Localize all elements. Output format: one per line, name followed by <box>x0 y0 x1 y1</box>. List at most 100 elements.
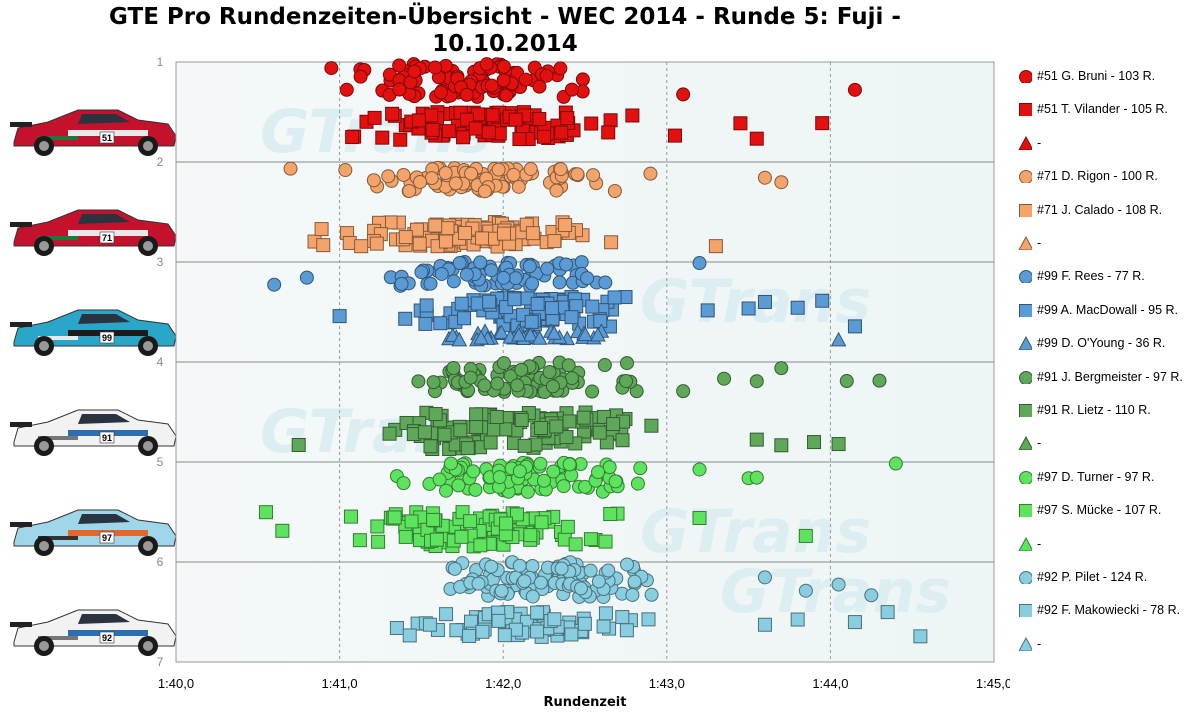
data-point <box>741 301 756 316</box>
data-point <box>1019 103 1032 117</box>
data-point <box>453 423 468 438</box>
data-point <box>1019 370 1032 384</box>
series-3 <box>283 160 789 199</box>
data-point <box>1019 470 1032 484</box>
data-point <box>564 627 579 642</box>
data-point <box>456 130 471 145</box>
legend-item: #92 F. Makowiecki - 78 R. <box>1018 600 1180 620</box>
data-point <box>560 519 575 534</box>
data-point <box>578 479 593 494</box>
data-point <box>576 410 591 425</box>
data-point <box>597 358 612 373</box>
data-point <box>542 365 557 380</box>
data-point <box>790 612 805 627</box>
data-point <box>544 301 559 316</box>
series-9 <box>411 355 887 399</box>
data-point <box>559 430 574 445</box>
legend-square-icon <box>1019 203 1032 217</box>
x-tick-label: 1:43,0 <box>649 676 685 691</box>
legend-label: #92 F. Makowiecki - 78 R. <box>1037 603 1181 618</box>
data-point <box>1019 404 1032 417</box>
car-92-image: 92 <box>8 602 180 662</box>
car-number: 92 <box>102 633 112 643</box>
data-point <box>439 607 454 622</box>
data-point <box>525 558 540 573</box>
data-point <box>620 557 635 572</box>
car-51-image: 51 <box>8 102 180 162</box>
legend-triangle-icon <box>1018 336 1032 351</box>
legend-label: #97 D. Turner - 97 R. <box>1037 469 1155 484</box>
data-point <box>489 409 504 424</box>
data-point <box>494 583 509 598</box>
data-point <box>370 519 385 534</box>
data-point <box>422 617 437 632</box>
data-point <box>392 58 407 73</box>
data-point <box>512 558 527 573</box>
x-axis-label: Rundenzeit <box>544 695 627 710</box>
data-point <box>429 532 444 547</box>
data-point <box>512 132 527 147</box>
data-point <box>601 563 616 578</box>
data-point <box>428 407 443 422</box>
legend-label: - <box>1037 135 1042 150</box>
data-point <box>398 230 413 245</box>
legend-triangle-icon <box>1018 636 1032 651</box>
legend-square-icon <box>1019 604 1032 618</box>
data-point <box>564 310 579 325</box>
data-point <box>839 374 854 389</box>
data-point <box>525 226 540 241</box>
data-point <box>454 529 469 544</box>
legend-item: #99 A. MacDowall - 95 R. <box>1018 300 1178 320</box>
data-point <box>324 61 339 76</box>
data-point <box>564 82 579 97</box>
data-point <box>433 316 448 331</box>
data-point <box>510 378 525 393</box>
data-point <box>424 108 439 123</box>
car-number: 99 <box>102 333 112 343</box>
data-point <box>676 87 691 102</box>
legend-triangle-icon <box>1018 436 1032 451</box>
data-point <box>441 124 456 139</box>
series-12 <box>389 455 903 499</box>
race-car-icon: 51 <box>10 109 177 156</box>
series-7 <box>332 290 862 334</box>
series-16 <box>389 605 928 644</box>
data-point <box>338 163 353 178</box>
data-point <box>316 238 331 253</box>
legend-triangle-icon <box>1018 135 1032 150</box>
data-point <box>524 314 539 329</box>
data-point <box>583 563 598 578</box>
data-point <box>532 79 547 94</box>
series-8 <box>441 322 847 347</box>
data-point <box>385 106 400 121</box>
data-point <box>1018 336 1032 351</box>
data-point <box>864 588 879 603</box>
legend-item: - <box>1018 534 1041 554</box>
data-point <box>402 628 417 643</box>
data-point <box>481 125 496 140</box>
data-point <box>343 509 358 524</box>
chart-title: GTE Pro Rundenzeiten-Übersicht - WEC 201… <box>109 4 901 57</box>
legend-label: #51 T. Vilander - 105 R. <box>1037 102 1168 117</box>
data-point <box>498 422 513 437</box>
data-point <box>522 326 539 342</box>
data-point <box>497 628 512 643</box>
data-point <box>409 222 424 237</box>
data-point <box>479 57 494 72</box>
data-point <box>568 537 583 552</box>
data-point <box>692 462 707 477</box>
data-point <box>562 457 577 472</box>
data-point <box>556 479 571 494</box>
data-point <box>546 464 561 479</box>
data-point <box>454 296 469 311</box>
legend-circle-icon <box>1019 571 1032 584</box>
data-point <box>353 69 368 84</box>
series-4 <box>307 215 723 254</box>
data-point <box>585 299 600 314</box>
data-point <box>511 179 526 194</box>
car-number: 97 <box>102 533 112 543</box>
legend-label: #51 G. Bruni - 103 R. <box>1037 69 1156 83</box>
data-point <box>815 293 830 308</box>
data-point <box>448 176 463 191</box>
data-point <box>552 275 567 290</box>
